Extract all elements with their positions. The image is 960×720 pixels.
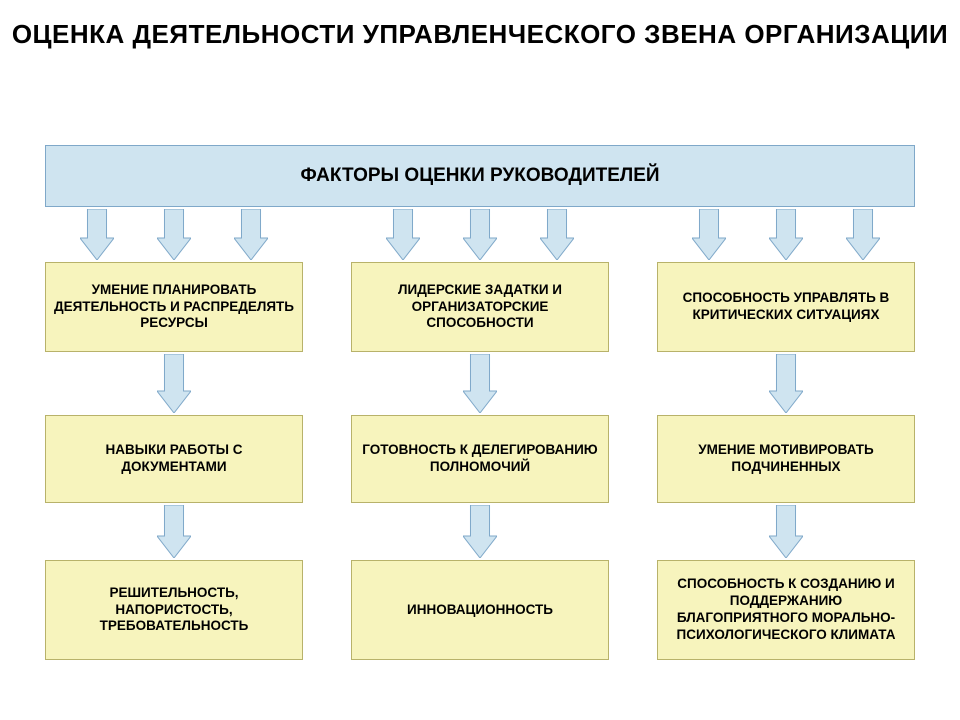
factor-label: НАВЫКИ РАБОТЫ С ДОКУМЕНТАМИ	[52, 442, 296, 476]
page-title: ОЦЕНКА ДЕЯТЕЛЬНОСТИ УПРАВЛЕНЧЕСКОГО ЗВЕН…	[0, 0, 960, 59]
factor-label: ИННОВАЦИОННОСТЬ	[407, 602, 553, 619]
down-arrow-icon	[386, 209, 420, 260]
factor-box: УМЕНИЕ МОТИВИРОВАТЬ ПОДЧИНЕННЫХ	[657, 415, 915, 503]
down-arrow-icon	[769, 505, 803, 558]
down-arrow-icon	[769, 354, 803, 413]
down-arrow-icon	[692, 209, 726, 260]
down-arrow-icon	[80, 209, 114, 260]
down-arrow-icon	[234, 209, 268, 260]
down-arrow-icon	[463, 505, 497, 558]
factor-label: УМЕНИЕ ПЛАНИРОВАТЬ ДЕЯТЕЛЬНОСТЬ И РАСПРЕ…	[52, 282, 296, 333]
factor-box: ЛИДЕРСКИЕ ЗАДАТКИ И ОРГАНИЗАТОРСКИЕ СПОС…	[351, 262, 609, 352]
factor-box: СПОСОБНОСТЬ УПРАВЛЯТЬ В КРИТИЧЕСКИХ СИТУ…	[657, 262, 915, 352]
down-arrow-icon	[157, 505, 191, 558]
down-arrow-icon	[769, 209, 803, 260]
factor-label: ЛИДЕРСКИЕ ЗАДАТКИ И ОРГАНИЗАТОРСКИЕ СПОС…	[358, 282, 602, 333]
header-label: ФАКТОРЫ ОЦЕНКИ РУКОВОДИТЕЛЕЙ	[300, 165, 659, 187]
factor-label: СПОСОБНОСТЬ К СОЗДАНИЮ И ПОДДЕРЖАНИЮ БЛА…	[664, 576, 908, 644]
down-arrow-icon	[157, 209, 191, 260]
factor-box: РЕШИТЕЛЬНОСТЬ, НАПОРИСТОСТЬ, ТРЕБОВАТЕЛЬ…	[45, 560, 303, 660]
down-arrow-icon	[463, 354, 497, 413]
factor-box: ГОТОВНОСТЬ К ДЕЛЕГИРОВАНИЮ ПОЛНОМОЧИЙ	[351, 415, 609, 503]
down-arrow-icon	[540, 209, 574, 260]
factor-label: УМЕНИЕ МОТИВИРОВАТЬ ПОДЧИНЕННЫХ	[664, 442, 908, 476]
factor-label: РЕШИТЕЛЬНОСТЬ, НАПОРИСТОСТЬ, ТРЕБОВАТЕЛЬ…	[52, 585, 296, 636]
factor-box: ИННОВАЦИОННОСТЬ	[351, 560, 609, 660]
header-factors: ФАКТОРЫ ОЦЕНКИ РУКОВОДИТЕЛЕЙ	[45, 145, 915, 207]
down-arrow-icon	[463, 209, 497, 260]
down-arrow-icon	[157, 354, 191, 413]
factor-label: СПОСОБНОСТЬ УПРАВЛЯТЬ В КРИТИЧЕСКИХ СИТУ…	[664, 290, 908, 324]
factor-box: НАВЫКИ РАБОТЫ С ДОКУМЕНТАМИ	[45, 415, 303, 503]
factor-label: ГОТОВНОСТЬ К ДЕЛЕГИРОВАНИЮ ПОЛНОМОЧИЙ	[358, 442, 602, 476]
factor-box: УМЕНИЕ ПЛАНИРОВАТЬ ДЕЯТЕЛЬНОСТЬ И РАСПРЕ…	[45, 262, 303, 352]
down-arrow-icon	[846, 209, 880, 260]
factor-box: СПОСОБНОСТЬ К СОЗДАНИЮ И ПОДДЕРЖАНИЮ БЛА…	[657, 560, 915, 660]
